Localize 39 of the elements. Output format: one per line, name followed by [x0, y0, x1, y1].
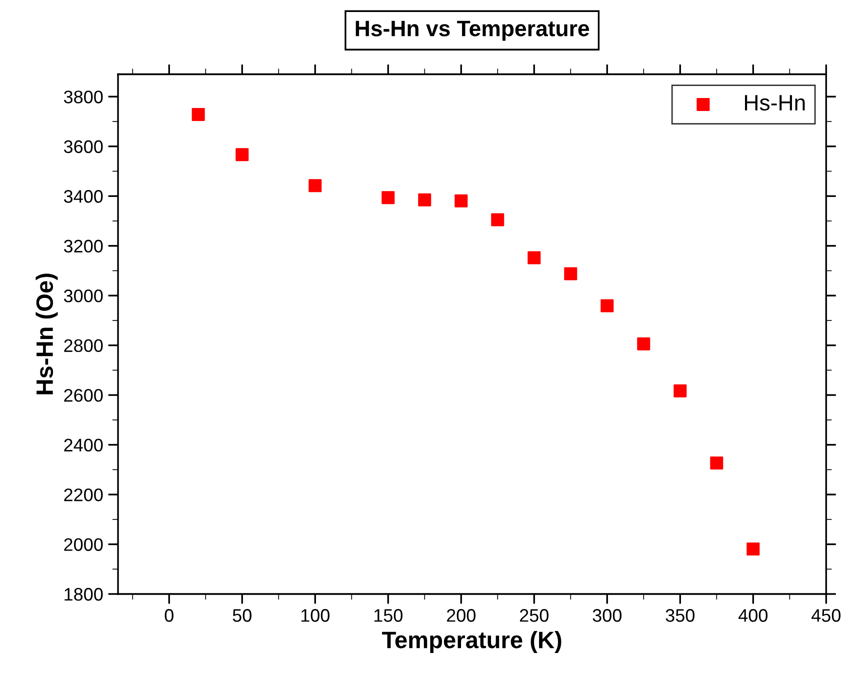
point: [192, 108, 205, 122]
y-tick-label: 3800: [64, 90, 103, 104]
y-axis-title: Hs-Hn (Oe): [36, 274, 58, 394]
point: [491, 213, 504, 226]
y-tick-label: 2600: [64, 388, 103, 402]
point: [746, 542, 760, 556]
x-tick-label: 100: [301, 609, 330, 622]
point: [564, 267, 578, 280]
legend-label: Hs-Hn: [745, 95, 805, 111]
x-tick-label: 300: [592, 609, 622, 622]
point: [418, 193, 432, 206]
y-tick-label: 2000: [64, 538, 103, 551]
y-tick-label: 3600: [64, 140, 103, 154]
point: [600, 299, 614, 312]
y-tick-label: 2800: [64, 339, 103, 352]
x-tick-label: 0: [164, 609, 174, 622]
y-tick-label: 3200: [64, 240, 103, 253]
x-tick-label: 150: [374, 609, 402, 622]
x-tick-label: 200: [446, 609, 476, 622]
x-tick-label: 400: [738, 609, 768, 622]
y-tick-label: 1800: [64, 588, 103, 601]
chart-title: Hs-Hn vs Temperature: [356, 20, 590, 41]
point: [637, 337, 650, 350]
point: [674, 384, 687, 398]
point: [710, 456, 724, 470]
x-tick-label: 450: [811, 609, 840, 622]
point: [528, 251, 541, 264]
point: [454, 194, 468, 208]
y-tick-label: 3000: [64, 290, 103, 302]
y-tick-label: 3400: [64, 190, 103, 203]
x-tick-label: 250: [520, 609, 548, 622]
x-tick-label: 350: [666, 609, 694, 622]
x-axis-title: Temperature (K): [382, 630, 562, 653]
y-tick-label: 2400: [64, 438, 103, 452]
point: [382, 191, 395, 204]
y-tick-label: 2200: [64, 488, 103, 502]
x-tick-label: 50: [232, 609, 252, 622]
point: [236, 148, 249, 162]
point: [308, 179, 322, 192]
